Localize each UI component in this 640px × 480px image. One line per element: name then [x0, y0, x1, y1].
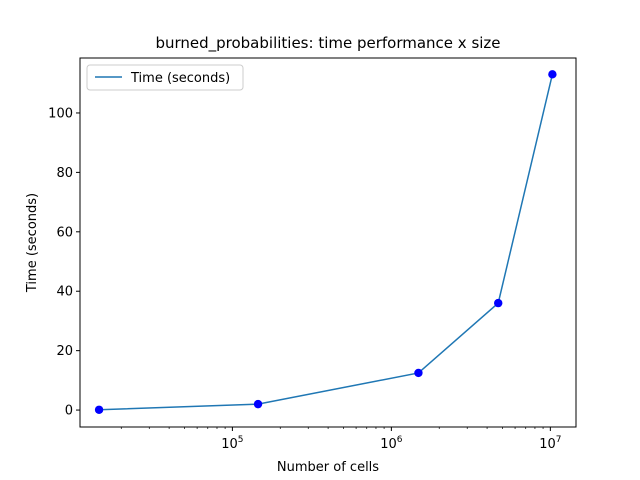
y-tick-label: 0	[65, 404, 73, 419]
y-tick-label: 60	[56, 225, 73, 240]
y-tick-label: 100	[48, 106, 73, 121]
data-point	[414, 368, 423, 378]
data-point	[253, 399, 263, 409]
y-axis-ticks: 0 20 40 60 80 100	[48, 106, 80, 419]
plot-area	[94, 70, 557, 414]
legend-entry-time: Time (seconds)	[130, 71, 230, 86]
chart-title: burned_probabilities: time performance x…	[155, 34, 500, 53]
legend: Time (seconds)	[86, 64, 244, 91]
legend-box	[86, 64, 244, 91]
y-tick-label: 40	[56, 285, 73, 300]
x-axis-ticks: 105 106 107	[120, 427, 561, 452]
data-point	[548, 70, 557, 79]
axes-frame	[79, 57, 577, 428]
x-axis-label: Number of cells	[277, 460, 379, 475]
data-point	[494, 298, 503, 308]
x-tick-label: 106	[380, 435, 403, 452]
data-point	[94, 405, 104, 414]
y-tick-label: 80	[56, 166, 73, 181]
y-tick-label: 20	[56, 344, 73, 359]
x-tick-label: 105	[221, 435, 243, 452]
x-tick-label: 107	[539, 435, 561, 452]
y-axis-label: Time (seconds)	[25, 193, 40, 293]
